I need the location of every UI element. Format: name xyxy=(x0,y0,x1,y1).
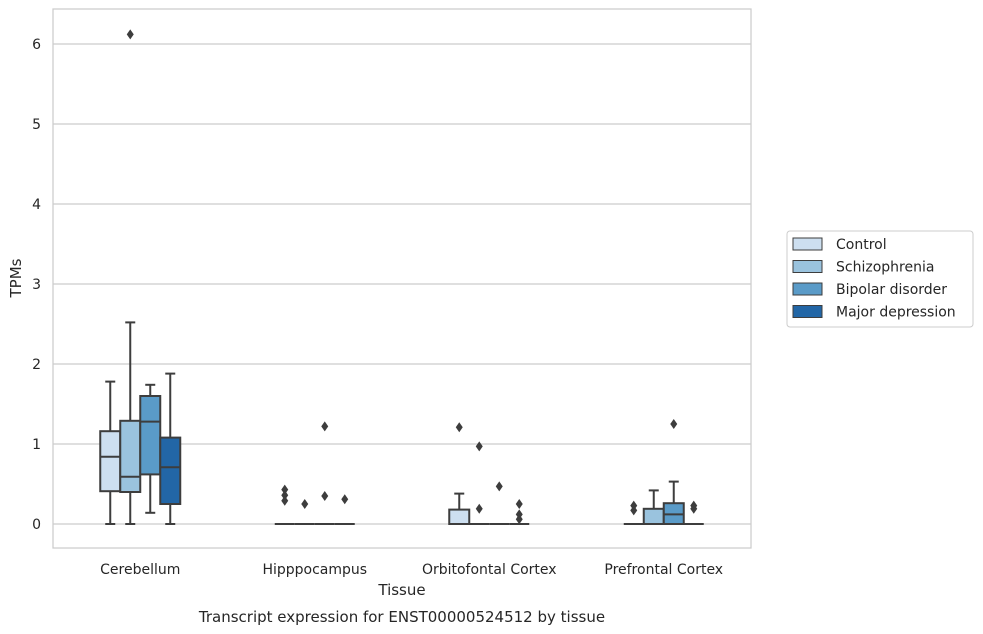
legend-label: Bipolar disorder xyxy=(836,282,947,298)
box xyxy=(334,494,355,525)
box xyxy=(489,481,510,525)
x-axis-ticks: Cerebellum Hipppocampus Orbitofontal Corte… xyxy=(100,562,723,578)
y-tick-label: 0 xyxy=(32,517,41,533)
outlier-point xyxy=(690,503,698,514)
box xyxy=(469,441,490,525)
outlier-point xyxy=(455,422,463,433)
outlier-point xyxy=(341,494,349,505)
y-tick-label: 5 xyxy=(32,117,41,133)
box xyxy=(294,499,315,525)
outlier-point xyxy=(281,484,289,495)
box xyxy=(642,489,665,525)
x-tick-label: Cerebellum xyxy=(100,562,180,578)
outlier-point xyxy=(126,29,134,40)
box xyxy=(509,499,530,525)
y-axis-ticks: 0 1 2 3 4 5 6 xyxy=(32,37,41,533)
outlier-point xyxy=(495,481,503,492)
box xyxy=(662,419,685,526)
series-group xyxy=(99,380,644,526)
legend-swatch xyxy=(792,237,823,251)
x-tick-label: Orbitofontal Cortex xyxy=(422,562,557,578)
box-body xyxy=(448,508,471,526)
box-body xyxy=(119,419,142,493)
legend-label: Control xyxy=(836,237,887,253)
box xyxy=(139,383,162,514)
outlier-point xyxy=(475,503,483,514)
y-tick-label: 4 xyxy=(32,197,41,213)
series-group xyxy=(159,372,704,525)
y-tick-label: 3 xyxy=(32,277,41,293)
box xyxy=(683,500,704,525)
box-series xyxy=(99,29,704,526)
x-tick-label: Prefrontal Cortex xyxy=(604,562,723,578)
outlier-point xyxy=(281,495,289,506)
outlier-point xyxy=(515,514,523,525)
chart-caption: Transcript expression for ENST0000052451… xyxy=(198,608,605,626)
y-tick-label: 6 xyxy=(32,37,41,53)
y-axis-title: TPMs xyxy=(7,258,25,298)
legend-frame xyxy=(786,230,974,328)
outlier-point xyxy=(281,490,289,501)
series-group xyxy=(139,383,685,526)
legend-label: Major depression xyxy=(836,305,956,321)
box xyxy=(119,29,142,525)
plot-area-frame xyxy=(52,8,752,549)
box xyxy=(623,500,644,525)
outlier-point xyxy=(321,491,329,501)
x-tick-label: Hipppocampus xyxy=(262,562,367,578)
box-body xyxy=(642,507,665,525)
outlier-point xyxy=(301,499,309,509)
box xyxy=(274,484,295,525)
series-group xyxy=(119,29,665,525)
legend-swatch xyxy=(792,260,823,273)
x-axis-title: Tissue xyxy=(377,581,425,599)
box xyxy=(448,422,471,526)
legend-swatch xyxy=(792,305,823,318)
box-body xyxy=(139,395,162,476)
outlier-point xyxy=(515,499,523,509)
box xyxy=(159,372,182,525)
box-body xyxy=(159,436,182,506)
box xyxy=(314,421,335,525)
legend: Control Schizophrenia Bipolar disorder Majo… xyxy=(786,230,974,328)
legend-swatch xyxy=(792,282,823,296)
legend-label: Schizophrenia xyxy=(836,260,934,276)
outlier-point xyxy=(670,419,678,429)
box-body xyxy=(99,430,122,493)
outlier-point xyxy=(321,421,329,432)
outlier-point xyxy=(630,505,638,516)
y-tick-label: 1 xyxy=(32,437,41,453)
box xyxy=(99,380,122,525)
y-tick-label: 2 xyxy=(32,357,41,373)
outlier-point xyxy=(475,441,483,452)
